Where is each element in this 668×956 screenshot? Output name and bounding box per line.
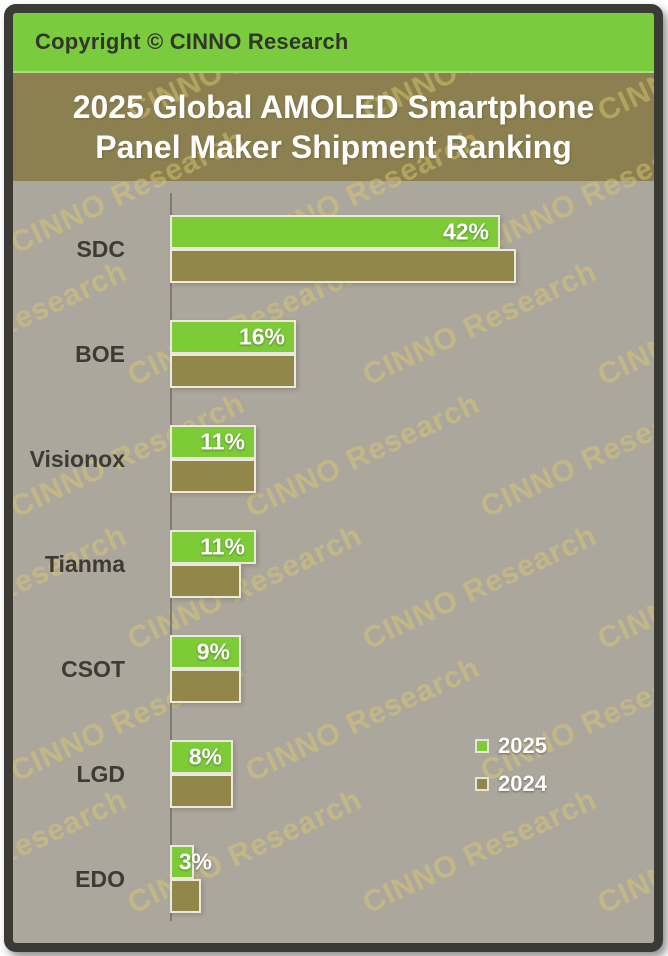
category-label: EDO (75, 865, 125, 892)
chart-title-line1: 2025 Global AMOLED Smartphone (72, 89, 595, 125)
bars-group: 8% (170, 740, 654, 808)
category-label: Tianma (44, 550, 125, 577)
bars-group: 9% (170, 635, 654, 703)
infographic-frame: Copyright © CINNO Research 2025 Global A… (4, 4, 663, 952)
data-label: 11% (200, 533, 245, 560)
chart-row-visionox: Visionox 11% (13, 425, 654, 493)
legend-swatch-2025 (475, 739, 489, 753)
chart-row-tianma: Tianma 11% (13, 530, 654, 598)
category-label: BOE (75, 340, 125, 367)
bars-group: 11% (170, 425, 654, 493)
bars-group: 42% (170, 215, 654, 283)
bar-2025-tianma: 11% (170, 530, 256, 564)
bars-group: 11% (170, 530, 654, 598)
bar-2025-sdc: 42% (170, 215, 500, 249)
data-label: 9% (196, 638, 230, 665)
bar-2024-csot (170, 669, 241, 703)
copyright-text: Copyright © CINNO Research (35, 29, 349, 54)
data-label: 42% (442, 218, 489, 245)
bar-2024-tianma (170, 564, 241, 598)
chart-title-line2: Panel Maker Shipment Ranking (95, 129, 572, 165)
chart-row-edo: EDO 3% (13, 845, 654, 913)
chart-row-boe: BOE 16% (13, 320, 654, 388)
legend-item-2024: 2024 (475, 771, 547, 797)
chart-row-sdc: SDC 42% (13, 215, 654, 283)
bar-2024-boe (170, 354, 296, 388)
copyright-banner: Copyright © CINNO Research (13, 13, 654, 73)
chart-row-lgd: LGD 8% (13, 740, 654, 808)
bar-2025-edo: 3% (170, 845, 212, 879)
bar-2024-sdc (170, 249, 516, 283)
data-label: 16% (238, 323, 285, 350)
chart-legend: 2025 2024 (475, 733, 547, 809)
category-label: LGD (76, 760, 125, 787)
chart-row-csot: CSOT 9% (13, 635, 654, 703)
legend-label: 2024 (498, 771, 547, 796)
bar-2024-lgd (170, 774, 233, 808)
bar-2025-lgd: 8% (170, 740, 233, 774)
bar-2025-boe: 16% (170, 320, 296, 354)
bar-chart: SDC 42% BOE 16% Visionox 11% Tianma 11% CSOT 9% LG… (13, 181, 654, 941)
category-label: CSOT (61, 655, 125, 682)
legend-label: 2025 (498, 733, 547, 758)
bar-2024-visionox (170, 459, 256, 493)
legend-swatch-2024 (475, 777, 489, 791)
title-banner: 2025 Global AMOLED Smartphone Panel Make… (13, 73, 654, 181)
legend-item-2025: 2025 (475, 733, 547, 759)
category-label: SDC (76, 235, 125, 262)
category-label: Visionox (29, 445, 125, 472)
data-label: 3% (178, 848, 212, 875)
data-label: 11% (200, 428, 245, 455)
bars-group: 16% (170, 320, 654, 388)
bar-2024-edo (170, 879, 201, 913)
bar-2025-csot: 9% (170, 635, 241, 669)
bar-2025-visionox: 11% (170, 425, 256, 459)
data-label: 8% (188, 743, 222, 770)
bars-group: 3% (170, 845, 654, 913)
bar-rows-container: SDC 42% BOE 16% Visionox 11% Tianma 11% CSOT 9% LG… (13, 181, 654, 941)
